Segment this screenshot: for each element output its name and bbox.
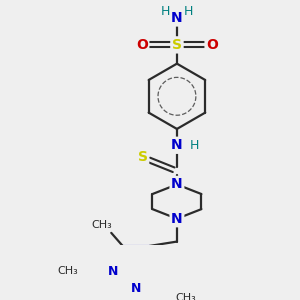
Text: CH₃: CH₃	[58, 266, 79, 277]
Text: N: N	[171, 11, 183, 25]
Text: O: O	[136, 38, 148, 52]
Text: CH₃: CH₃	[176, 293, 196, 300]
Text: N: N	[171, 177, 183, 191]
Text: S: S	[138, 150, 148, 164]
Text: N: N	[131, 282, 141, 296]
Text: H: H	[190, 139, 200, 152]
Text: O: O	[206, 38, 218, 52]
Text: CH₃: CH₃	[91, 220, 112, 230]
Text: N: N	[171, 212, 183, 226]
Text: H: H	[184, 5, 193, 18]
Text: H: H	[161, 5, 170, 18]
Text: N: N	[171, 138, 183, 152]
Text: N: N	[108, 265, 118, 278]
Text: S: S	[172, 38, 182, 52]
